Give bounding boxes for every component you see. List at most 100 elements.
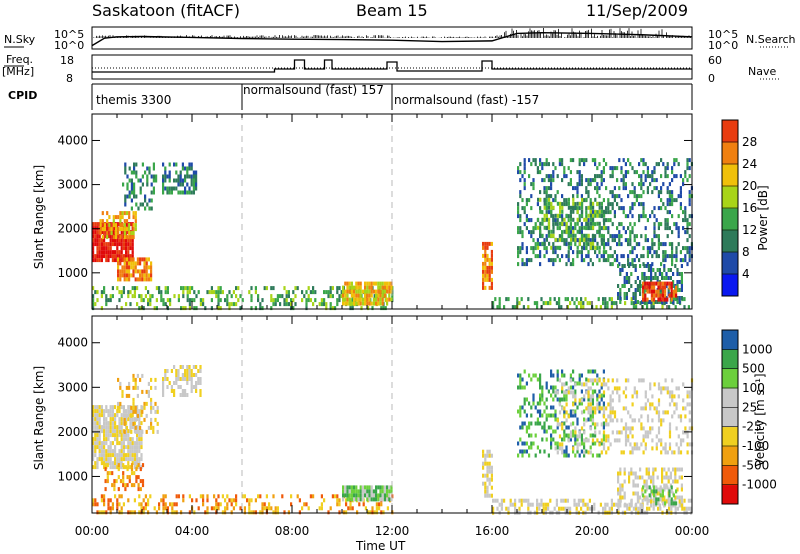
power-cell <box>384 298 387 303</box>
velocity-cell <box>545 413 548 418</box>
power-cell <box>668 242 671 247</box>
velocity-cell <box>130 483 134 488</box>
power-cell <box>182 294 185 299</box>
power-cell <box>628 276 631 280</box>
velocity-cell <box>131 425 134 430</box>
power-cell <box>133 286 136 291</box>
power-cell <box>556 222 559 227</box>
velocity-cell <box>114 421 117 426</box>
power-cell <box>116 250 119 255</box>
power-cell <box>105 242 108 247</box>
velocity-cell <box>662 418 665 423</box>
velocity-cell <box>109 441 112 446</box>
power-cell <box>654 276 657 280</box>
velocity-cell <box>539 385 542 390</box>
power-cell <box>492 305 495 310</box>
power-cell <box>346 289 349 294</box>
power-cell <box>120 250 123 255</box>
power-cell <box>540 297 543 302</box>
velocity-cell <box>610 498 613 503</box>
velocity-cell <box>624 434 628 439</box>
power-cell <box>525 246 528 251</box>
velocity-cell <box>180 510 183 515</box>
velocity-cell <box>133 457 136 462</box>
power-cell <box>666 198 669 203</box>
velocity-cell <box>105 425 108 430</box>
velocity-cell <box>109 417 112 422</box>
power-cell <box>186 294 189 299</box>
power-cell <box>525 214 528 219</box>
velocity-cell <box>668 493 671 498</box>
velocity-cell <box>355 485 358 490</box>
velocity-cell <box>620 418 623 423</box>
velocity-cell <box>561 386 564 391</box>
velocity-cell <box>388 493 391 498</box>
velocity-cell <box>361 497 364 502</box>
velocity-cell <box>96 409 99 414</box>
power-cell <box>507 297 510 302</box>
velocity-cell <box>281 494 284 499</box>
power-cell <box>155 178 158 183</box>
velocity-cell <box>120 453 123 458</box>
power-cell <box>129 246 132 251</box>
velocity-cell <box>567 390 570 395</box>
power-colorbar-label: 12 <box>742 223 757 237</box>
power-cell <box>129 222 132 227</box>
power-cell <box>561 205 564 210</box>
velocity-cell <box>619 487 622 492</box>
power-cell <box>668 254 671 259</box>
velocity-cell <box>659 497 662 502</box>
velocity-cell <box>141 463 145 468</box>
velocity-cell <box>646 434 650 439</box>
power-cell <box>224 298 227 303</box>
velocity-cell <box>173 502 176 507</box>
power-cell <box>662 162 665 167</box>
power-cell <box>150 206 153 211</box>
velocity-cell <box>619 471 622 476</box>
power-cell <box>547 178 550 183</box>
power-cell <box>666 281 669 286</box>
power-cell <box>662 250 665 255</box>
power-cell <box>679 194 682 199</box>
power-cell <box>525 226 528 231</box>
power-cell <box>572 226 575 231</box>
velocity-cell <box>92 502 95 507</box>
power-cell <box>677 234 680 239</box>
velocity-cell <box>650 495 653 500</box>
velocity-cell <box>107 429 110 434</box>
velocity-cell <box>186 365 189 369</box>
velocity-cell <box>593 502 596 507</box>
power-cell <box>482 281 485 286</box>
velocity-cell <box>630 471 633 476</box>
velocity-cell <box>536 421 539 426</box>
velocity-cell <box>195 365 198 369</box>
power-cell <box>366 289 369 294</box>
velocity-cell <box>98 449 101 454</box>
power-cell <box>128 269 131 274</box>
power-cell <box>519 230 522 235</box>
power-cell <box>558 234 561 239</box>
power-cell <box>145 269 148 274</box>
power-cell <box>684 218 687 223</box>
velocity-cell <box>574 441 577 446</box>
velocity-cell <box>116 461 119 466</box>
velocity-cell <box>154 417 157 422</box>
power-cell <box>143 269 146 274</box>
velocity-cell <box>182 494 185 499</box>
velocity-colorbar-label: 500 <box>742 362 765 376</box>
power-cell <box>388 289 391 294</box>
power-cell <box>144 198 147 203</box>
power-colorbar-label: Power [dB] <box>756 185 770 251</box>
velocity-cell <box>554 385 557 390</box>
power-cell <box>217 302 220 307</box>
power-cell <box>181 190 184 195</box>
velocity-cell <box>390 485 393 490</box>
power-cell <box>105 258 108 263</box>
power-cell <box>552 214 555 219</box>
velocity-cell <box>669 471 672 476</box>
power-cell <box>638 194 641 199</box>
velocity-cell <box>197 381 200 385</box>
power-cell <box>589 178 592 183</box>
velocity-cell <box>686 430 689 435</box>
power-cell <box>653 230 656 235</box>
